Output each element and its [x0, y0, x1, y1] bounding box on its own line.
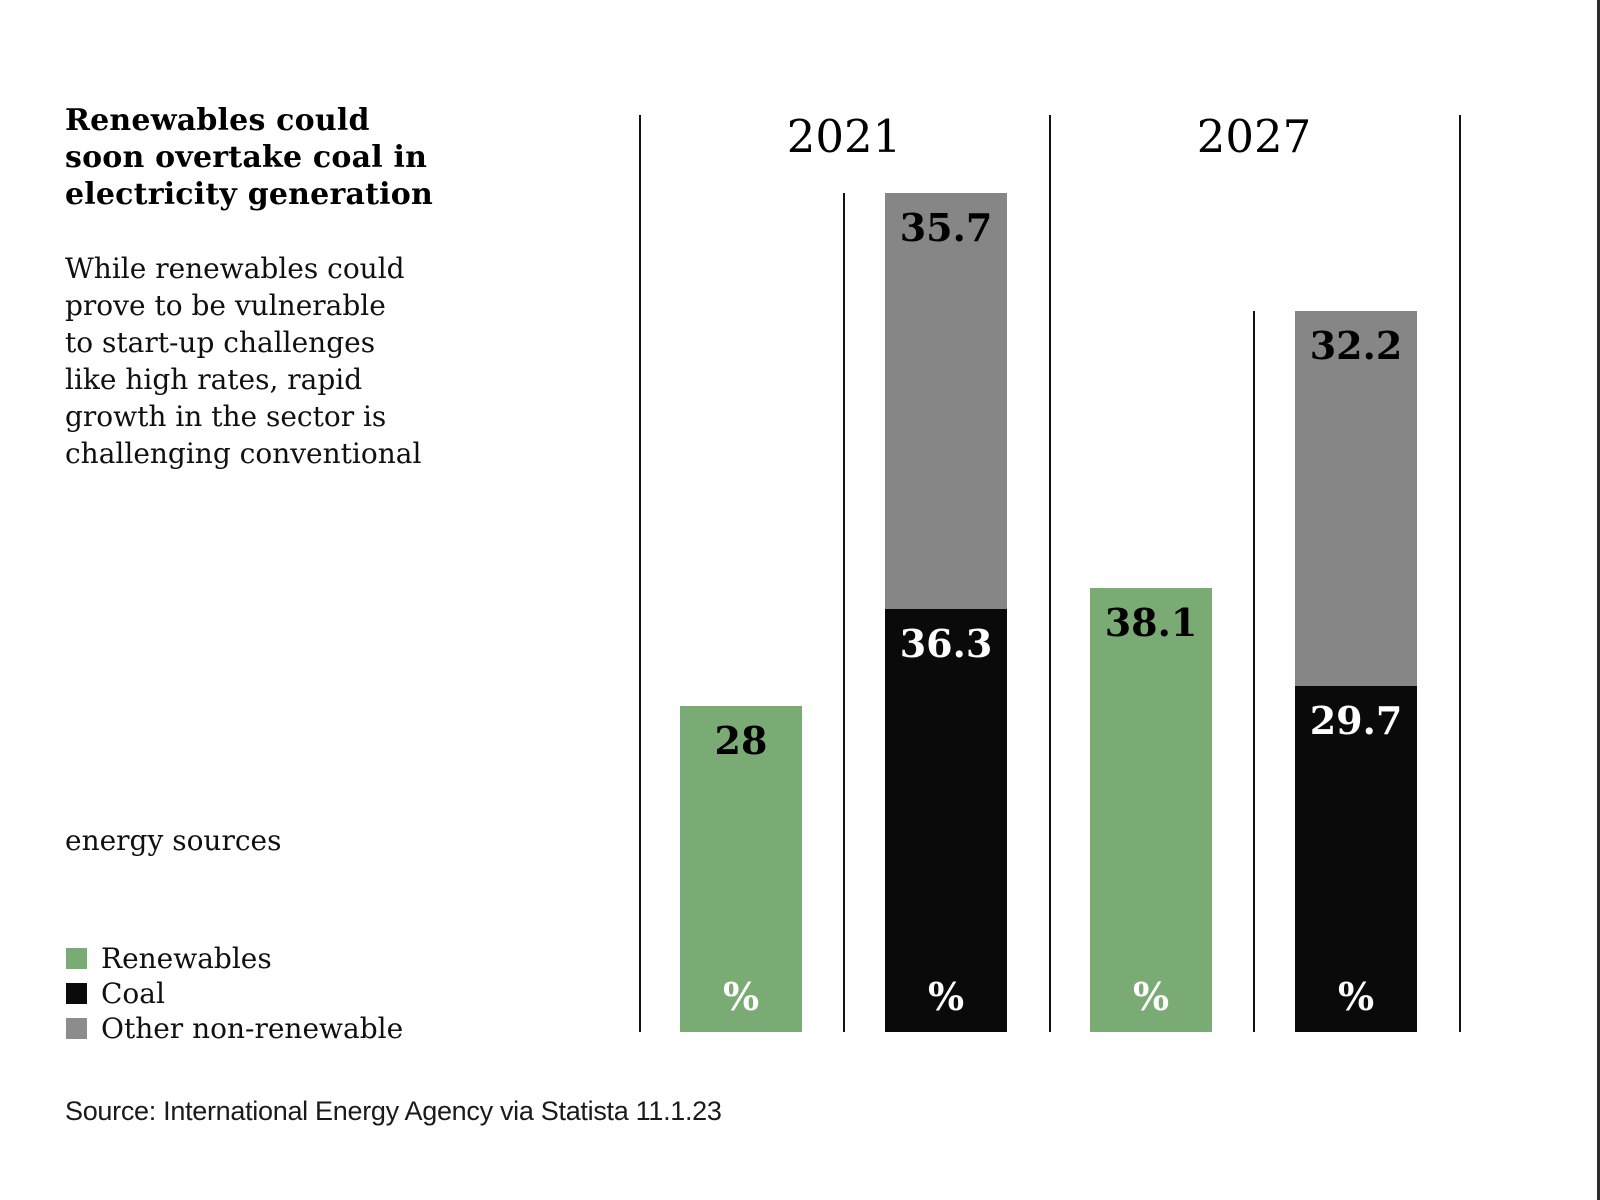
percent-symbol: % [927, 974, 965, 1019]
legend-swatch-coal [66, 983, 87, 1004]
percent-symbol: % [1337, 974, 1375, 1019]
description-line: challenging conventional [65, 437, 422, 470]
description-line: prove to be vulnerable [65, 289, 386, 322]
description-line: to start-up challenges [65, 326, 376, 359]
chart-inner-line [1253, 311, 1255, 1032]
legend-label: Coal [101, 977, 165, 1010]
bar-other-nonrenewable-2027 [1295, 311, 1417, 686]
percent-symbol: % [722, 974, 760, 1019]
year-header-2021: 2021 [786, 110, 902, 163]
chart-inner-line [843, 193, 845, 1032]
chart-divider-line [639, 115, 641, 1032]
bar-value-coal-2021: 36.3 [899, 621, 993, 666]
legend-item: Coal [66, 976, 403, 1011]
chart-divider-line [1459, 115, 1461, 1032]
legend-item: Other non-renewable [66, 1011, 403, 1046]
bar-coal-2021 [885, 609, 1007, 1032]
legend-label: Other non-renewable [101, 1012, 404, 1045]
chart-description: While renewables could prove to be vulne… [65, 250, 421, 472]
chart-title-line: soon overtake coal in [65, 140, 428, 175]
bar-value-renewables-2021: 28 [714, 718, 768, 763]
year-header-2027: 2027 [1196, 110, 1312, 163]
legend: Renewables Coal Other non-renewable [66, 941, 403, 1046]
legend-swatch-renewables [66, 948, 87, 969]
bar-coal-2027 [1295, 686, 1417, 1032]
chart-divider-line [1049, 115, 1051, 1032]
description-line: growth in the sector is [65, 400, 387, 433]
description-line: like high rates, rapid [65, 363, 363, 396]
chart-title-line: electricity generation [65, 177, 433, 212]
bar-value-other-nonrenewable-2021: 35.7 [899, 205, 993, 250]
legend-label: Renewables [101, 942, 272, 975]
bar-value-other-nonrenewable-2027: 32.2 [1309, 323, 1403, 368]
bar-renewables-2021 [680, 706, 802, 1032]
chart-title-line: Renewables could [65, 103, 370, 138]
bar-value-coal-2027: 29.7 [1309, 698, 1403, 743]
legend-item: Renewables [66, 941, 403, 976]
page-edge-line [1597, 0, 1600, 1200]
bar-renewables-2027 [1090, 588, 1212, 1032]
description-line: While renewables could [65, 252, 405, 285]
percent-symbol: % [1132, 974, 1170, 1019]
chart-title: Renewables could soon overtake coal in e… [65, 102, 433, 213]
bar-other-nonrenewable-2021 [885, 193, 1007, 609]
description-tail: energy sources [65, 824, 282, 857]
bar-value-renewables-2027: 38.1 [1104, 600, 1198, 645]
source-attribution: Source: International Energy Agency via … [65, 1096, 722, 1126]
legend-swatch-other-non-renewable [66, 1018, 87, 1039]
